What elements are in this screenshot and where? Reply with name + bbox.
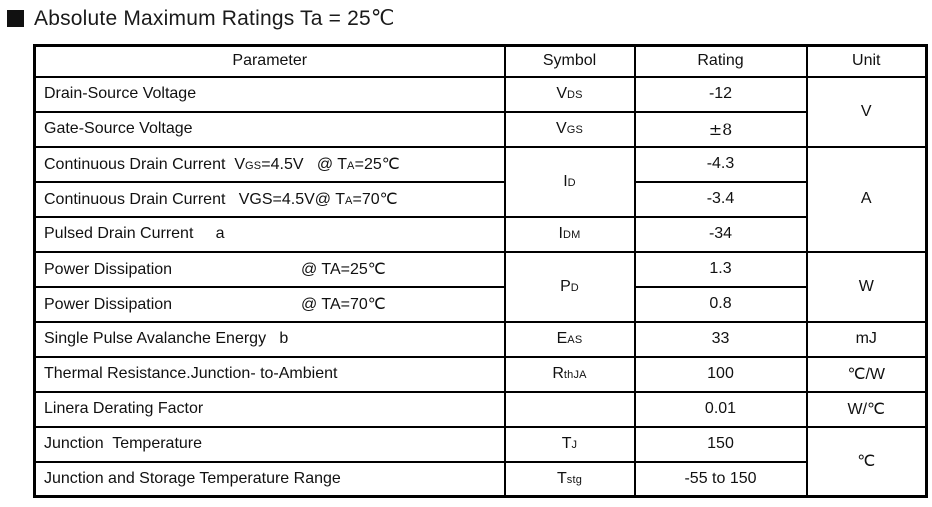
param-cell: Power Dissipation @ TA=25℃ [33, 250, 506, 288]
rating-cell: -3.4 [633, 180, 808, 218]
unit-cell: ℃ [805, 425, 928, 498]
param-cell: Continuous Drain Current VGS=4.5V @ TA=2… [33, 145, 506, 183]
symbol-cell: ID [503, 145, 636, 218]
unit-cell: A [805, 145, 928, 253]
rating-cell: 1.3 [633, 250, 808, 288]
param-cell: Junction and Storage Temperature Range [33, 460, 506, 498]
symbol-cell: EAS [503, 320, 636, 358]
param-text: =4.5V @ T [261, 156, 348, 173]
symbol-subscript: D [570, 281, 579, 294]
header-row: Parameter Symbol Rating Unit [33, 44, 928, 78]
symbol-cell: VGS [503, 110, 636, 148]
param-text: Single Pulse Avalanche Energy b [44, 330, 289, 347]
param-cell: Single Pulse Avalanche Energy b [33, 320, 506, 358]
rating-cell: -4.3 [633, 145, 808, 183]
table-row: Continuous Drain Current VGS=4.5V@ TA=70… [33, 180, 927, 218]
rating-cell: 150 [633, 425, 808, 463]
rating-cell: 0.8 [633, 285, 808, 323]
symbol-cell [503, 390, 636, 428]
header-rating: Rating [633, 44, 808, 78]
rating-cell: 33 [633, 320, 808, 358]
symbol-base: I [558, 225, 563, 242]
table-row: Power Dissipation @ TA=25℃ PD 1.3 W [33, 250, 928, 323]
unit-cell: ℃/W [805, 355, 928, 393]
symbol-cell: Tstg [503, 460, 636, 498]
table-row: Linera Derating Factor 0.01 W/℃ [33, 390, 928, 428]
param-cell: Gate-Source Voltage [33, 110, 506, 148]
symbol-subscript: J [571, 439, 578, 451]
param-cell: Thermal Resistance.Junction- to-Ambient [33, 355, 506, 393]
symbol-subscript: thJA [563, 369, 587, 381]
symbol-subscript: GS [566, 124, 583, 136]
param-text: =25℃ [354, 156, 400, 173]
header-symbol: Symbol [503, 44, 636, 78]
section-title: Absolute Maximum Ratings Ta = 25℃ [7, 6, 395, 31]
section-title-text: Absolute Maximum Ratings Ta = 25℃ [34, 7, 395, 30]
param-subscript: GS [244, 160, 262, 172]
table-row: Junction and Storage Temperature Range Ts… [33, 460, 927, 498]
param-text: Power Dissipation @ TA=70℃ [44, 296, 386, 313]
table-row: Continuous Drain Current VGS=4.5V @ TA=2… [33, 145, 928, 253]
param-text: =70℃ [352, 191, 398, 208]
absolute-maximum-ratings-table: Parameter Symbol Rating Unit Drain-Sourc… [33, 44, 928, 498]
param-cell: Linera Derating Factor [33, 390, 506, 428]
rating-cell: 100 [633, 355, 808, 393]
param-subscript: A [347, 160, 355, 172]
param-text: Drain-Source Voltage [44, 85, 197, 102]
param-text: Junction and Storage Temperature Range [44, 469, 341, 487]
symbol-base: V [556, 120, 567, 137]
unit-cell: mJ [805, 320, 928, 358]
symbol-subscript: DM [562, 229, 581, 241]
symbol-subscript: D [567, 176, 576, 189]
rating-cell: -12 [633, 75, 808, 113]
table-row: Thermal Resistance.Junction- to-Ambient R… [33, 355, 928, 393]
header-unit: Unit [805, 44, 928, 78]
symbol-base: R [552, 365, 564, 382]
section-bullet-icon [7, 10, 24, 27]
symbol-cell: VDS [503, 75, 636, 113]
symbol-base: P [560, 277, 571, 295]
unit-cell: W/℃ [805, 390, 928, 428]
param-cell: Junction Temperature [33, 425, 506, 463]
symbol-cell: IDM [503, 215, 636, 253]
param-text: Linera Derating Factor [44, 400, 204, 417]
rating-cell: ±8 [633, 110, 808, 148]
param-text: Junction Temperature [44, 435, 203, 452]
symbol-base: E [556, 330, 568, 347]
table-row: Single Pulse Avalanche Energy b EAS 33 mJ [33, 320, 928, 358]
unit-cell: V [805, 75, 928, 148]
symbol-base: V [556, 85, 567, 102]
param-subscript: A [344, 195, 353, 207]
param-text: Gate-Source Voltage [44, 120, 193, 137]
rating-cell: -55 to 150 [633, 460, 808, 498]
param-cell: Continuous Drain Current VGS=4.5V@ TA=70… [33, 180, 506, 218]
symbol-cell: PD [503, 250, 636, 323]
param-cell: Power Dissipation @ TA=70℃ [33, 285, 506, 323]
unit-cell: W [805, 250, 928, 323]
param-cell: Pulsed Drain Current a [33, 215, 506, 253]
symbol-subscript: AS [567, 334, 583, 346]
symbol-base: T [561, 435, 572, 452]
table-row: Gate-Source Voltage VGS ±8 [33, 110, 927, 148]
symbol-base: I [563, 172, 568, 190]
param-cell: Drain-Source Voltage [33, 75, 506, 113]
symbol-cell: RthJA [503, 355, 636, 393]
param-text: Thermal Resistance.Junction- to-Ambient [44, 365, 338, 382]
param-text: Continuous Drain Current VGS=4.5V@ T [44, 191, 345, 208]
header-parameter: Parameter [33, 44, 506, 78]
ratings-table-body: Drain-Source Voltage VDS -12 V Gate-Source V… [33, 75, 928, 498]
rating-cell: 0.01 [633, 390, 808, 428]
symbol-cell: TJ [503, 425, 636, 463]
param-text: Power Dissipation @ TA=25℃ [44, 261, 386, 278]
param-text: Pulsed Drain Current a [44, 225, 225, 242]
table-row: Drain-Source Voltage VDS -12 V [33, 75, 928, 148]
table-row: Junction Temperature TJ 150 ℃ [33, 425, 928, 498]
symbol-subscript: stg [566, 473, 583, 486]
symbol-base: T [556, 469, 567, 487]
rating-cell: -34 [633, 215, 808, 253]
symbol-subscript: DS [566, 89, 583, 101]
table-row: Power Dissipation @ TA=70℃ 0.8 [33, 285, 927, 323]
table-row: Pulsed Drain Current a IDM -34 [33, 215, 927, 253]
param-text: Continuous Drain Current V [44, 156, 245, 173]
